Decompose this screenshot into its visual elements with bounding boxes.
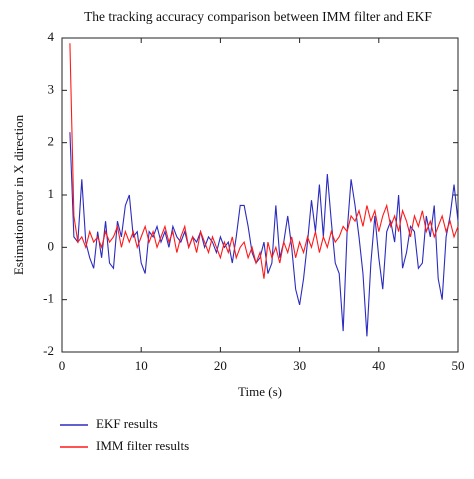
legend-label: EKF results xyxy=(96,416,158,431)
y-tick-label: 2 xyxy=(48,134,55,149)
x-tick-label: 50 xyxy=(452,358,465,373)
x-tick-label: 30 xyxy=(293,358,306,373)
y-tick-label: -2 xyxy=(43,343,54,358)
chart-title: The tracking accuracy comparison between… xyxy=(84,9,432,24)
x-axis-label: Time (s) xyxy=(238,384,282,399)
x-tick-label: 0 xyxy=(59,358,66,373)
x-tick-label: 40 xyxy=(372,358,385,373)
x-tick-label: 20 xyxy=(214,358,227,373)
x-tick-label: 10 xyxy=(135,358,148,373)
legend-label: IMM filter results xyxy=(96,438,189,453)
data-line xyxy=(69,132,459,337)
y-axis-label: Estimation error in X direction xyxy=(11,114,26,275)
data-line xyxy=(69,43,459,279)
y-tick-label: 1 xyxy=(48,186,55,201)
y-tick-label: 4 xyxy=(48,29,55,44)
y-tick-label: 3 xyxy=(48,81,55,96)
y-tick-label: 0 xyxy=(48,238,55,253)
y-tick-label: -1 xyxy=(43,291,54,306)
